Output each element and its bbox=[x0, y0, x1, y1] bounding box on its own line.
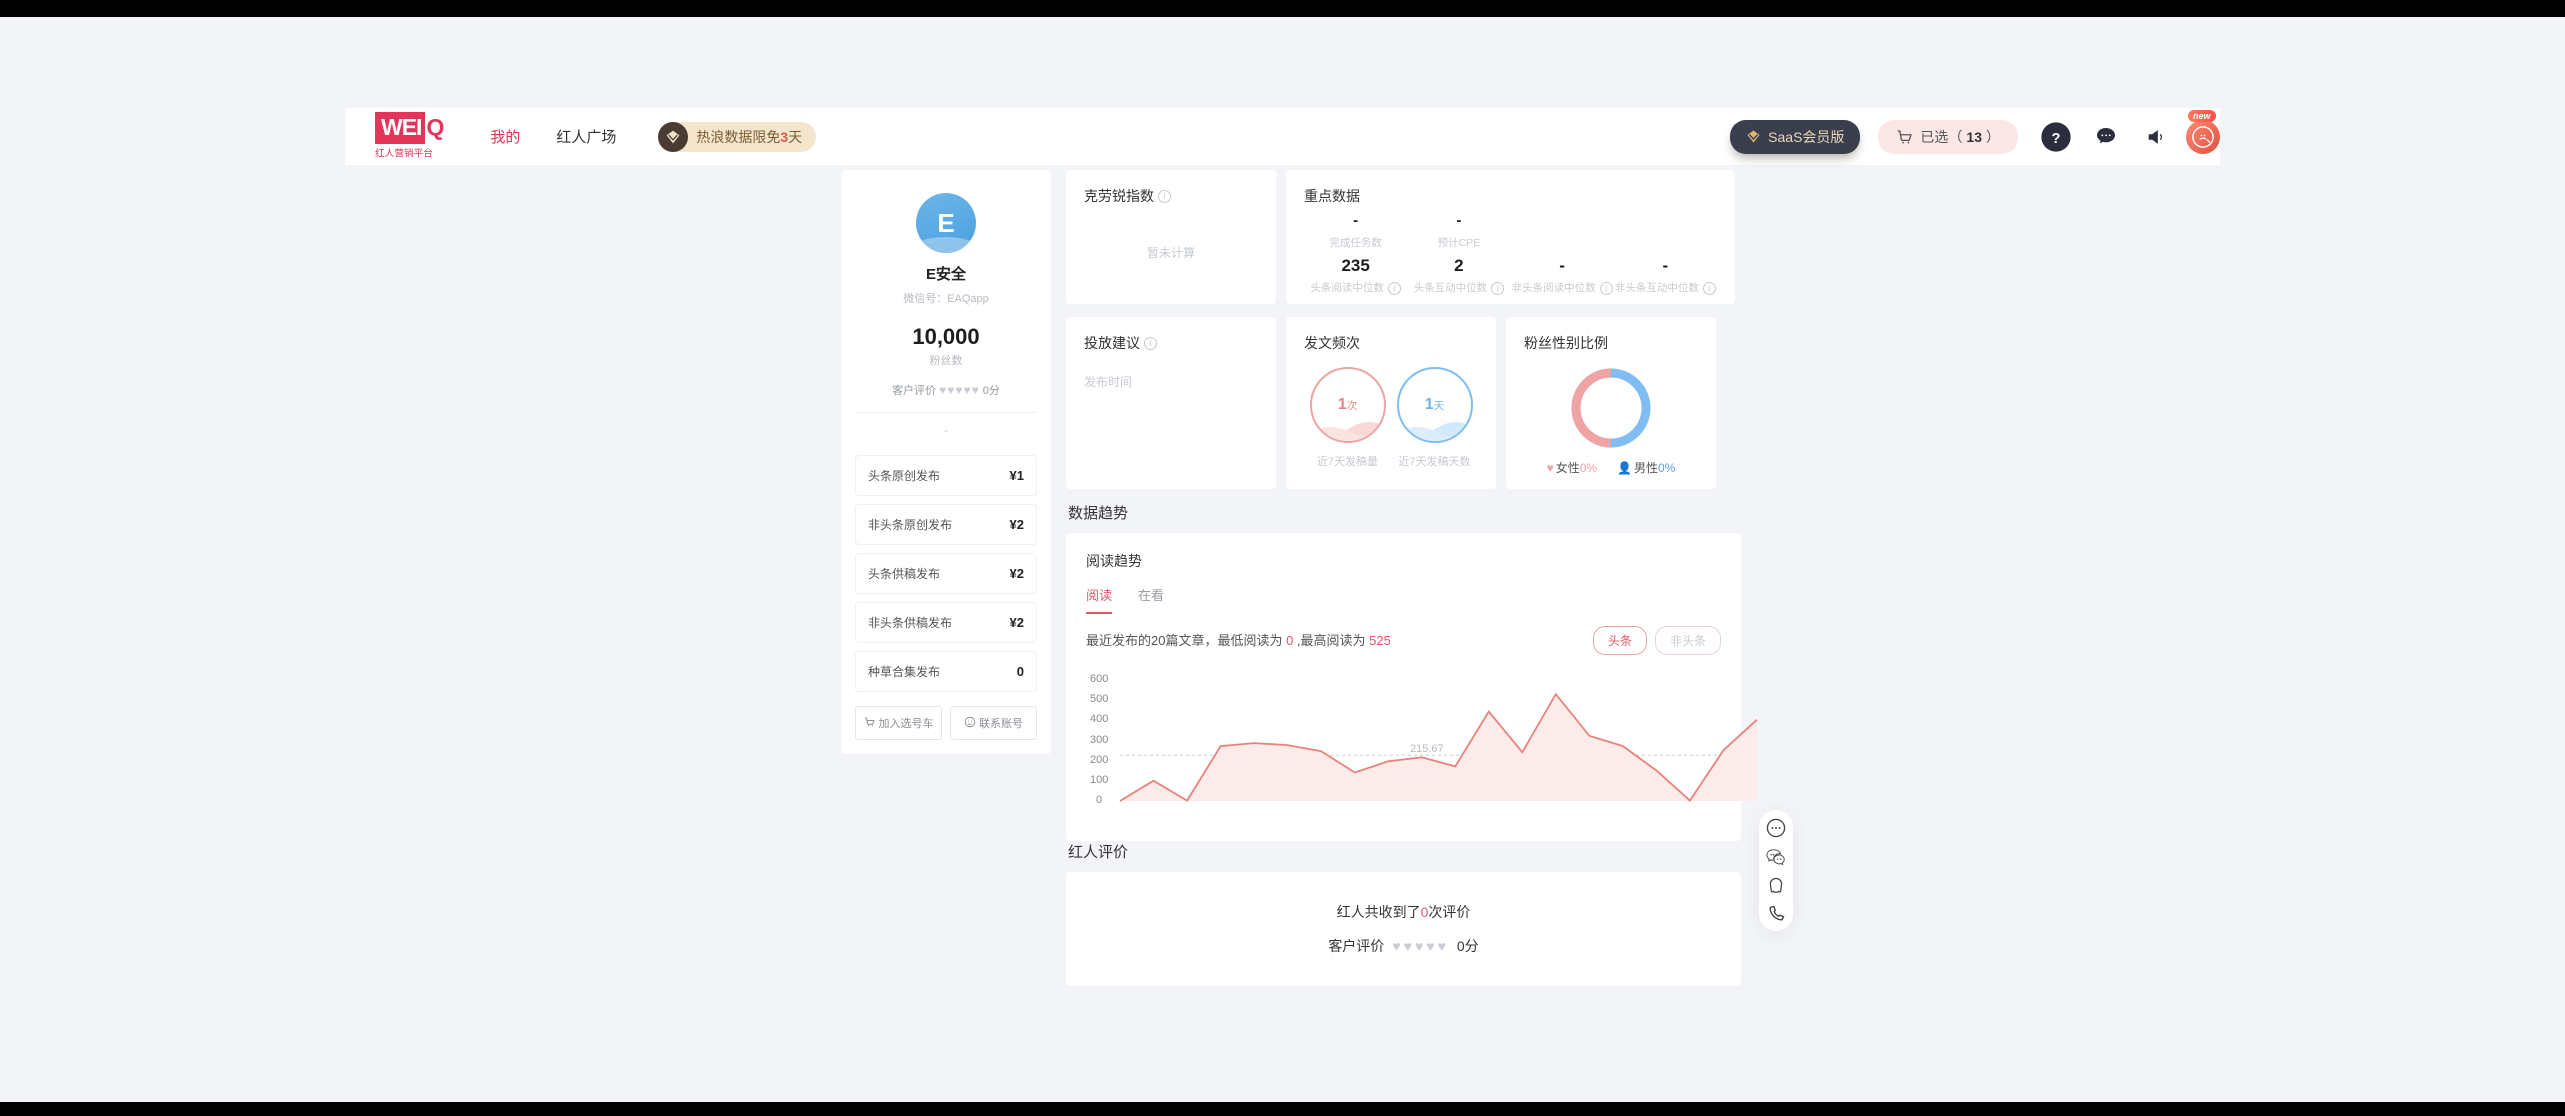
svg-text:215.67: 215.67 bbox=[1410, 743, 1444, 755]
svg-text:?: ? bbox=[2052, 131, 2061, 147]
